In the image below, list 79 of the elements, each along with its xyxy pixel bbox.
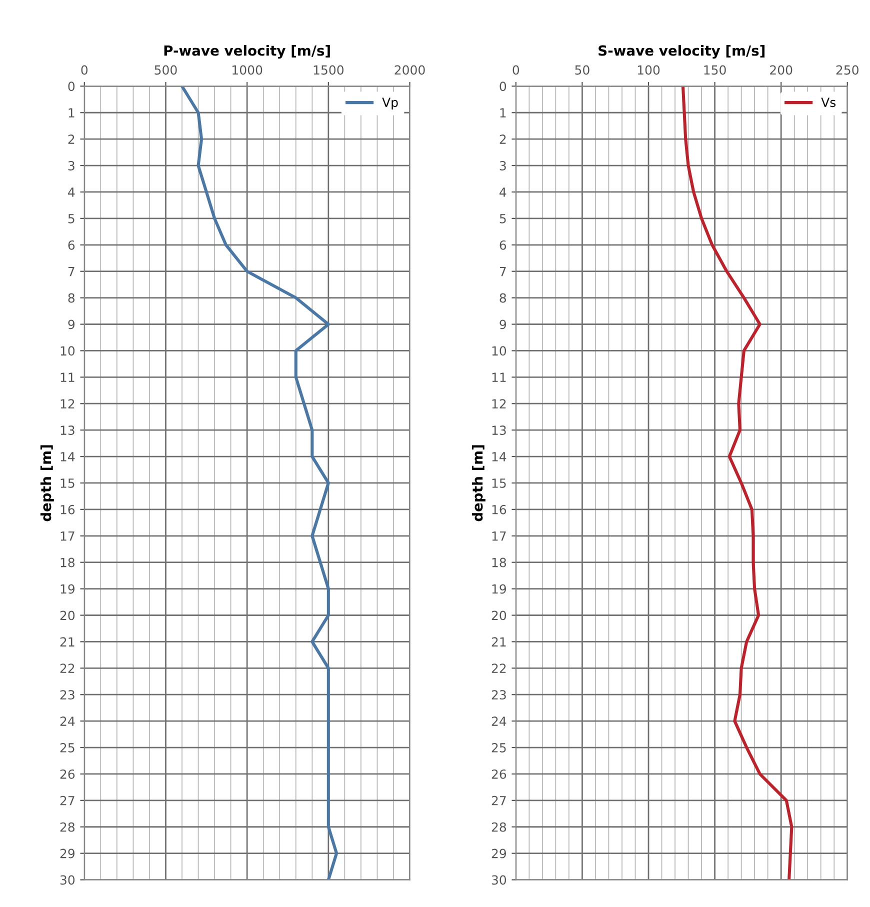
y-tick-label: 26 (492, 769, 506, 779)
y-tick-label: 18 (60, 558, 75, 568)
chart-title: P-wave velocity [m/s] (164, 45, 330, 59)
y-tick-label: 7 (68, 266, 74, 276)
y-tick-label: 4 (500, 188, 506, 197)
y-tick-label: 10 (60, 346, 75, 356)
x-tick-label: 100 (638, 65, 660, 75)
y-tick-label: 9 (68, 320, 74, 330)
y-tick-label: 4 (68, 188, 75, 197)
y-tick-label: 2 (500, 134, 506, 144)
y-tick-label: 2 (68, 134, 74, 144)
y-tick-label: 22 (492, 664, 506, 673)
y-tick-label: 14 (60, 452, 75, 462)
y-tick-label: 7 (500, 266, 506, 276)
x-tick-label: 150 (704, 65, 726, 75)
x-tick-label: 250 (836, 65, 858, 75)
y-tick-label: 25 (492, 742, 506, 752)
y-tick-label: 30 (492, 875, 506, 885)
y-tick-label: 21 (492, 637, 506, 646)
y-tick-label: 15 (492, 478, 506, 488)
y-tick-label: 30 (60, 875, 75, 885)
y-tick-label: 0 (68, 82, 75, 92)
y-tick-label: 16 (60, 504, 75, 514)
y-tick-label: 13 (492, 426, 506, 435)
legend-label: Vs (821, 98, 836, 108)
y-tick-label: 12 (60, 399, 74, 408)
y-tick-label: 13 (60, 426, 74, 435)
y-tick-label: 15 (60, 478, 74, 488)
x-tick-label: 200 (770, 65, 792, 75)
x-tick-label: 2000 (394, 65, 425, 75)
y-tick-label: 22 (60, 664, 74, 673)
x-tick-label: 1000 (232, 65, 262, 75)
y-tick-label: 3 (68, 161, 74, 170)
y-tick-label: 11 (492, 372, 506, 382)
chart-title: S-wave velocity [m/s] (598, 45, 764, 59)
y-tick-label: 21 (60, 637, 74, 646)
y-tick-label: 29 (60, 848, 74, 858)
y-tick-label: 9 (500, 320, 506, 330)
y-tick-label: 24 (492, 716, 506, 726)
y-tick-label: 12 (492, 399, 506, 408)
y-tick-label: 19 (492, 584, 506, 594)
y-tick-label: 6 (68, 240, 75, 250)
y-axis-title: depth [m] (472, 445, 486, 522)
y-tick-label: 17 (60, 532, 74, 541)
y-tick-label: 3 (500, 161, 506, 170)
y-tick-label: 14 (492, 452, 506, 462)
y-tick-label: 10 (492, 346, 506, 356)
y-tick-label: 27 (60, 796, 74, 806)
y-tick-label: 16 (492, 504, 506, 514)
y-tick-label: 17 (492, 532, 506, 541)
y-tick-label: 0 (500, 82, 506, 92)
y-tick-label: 1 (500, 108, 506, 118)
x-tick-label: 500 (154, 65, 177, 75)
y-tick-label: 27 (492, 796, 506, 806)
y-axis-title: depth [m] (40, 445, 54, 522)
y-tick-label: 5 (500, 214, 506, 224)
y-tick-label: 8 (68, 293, 75, 303)
y-tick-label: 26 (60, 769, 75, 779)
y-tick-label: 20 (492, 610, 506, 620)
x-tick-label: 1500 (314, 65, 344, 75)
y-tick-label: 8 (500, 293, 506, 303)
y-tick-label: 28 (492, 822, 506, 832)
y-tick-label: 11 (60, 372, 74, 382)
x-tick-label: 50 (575, 65, 590, 75)
y-tick-label: 23 (60, 690, 74, 700)
y-tick-label: 24 (60, 716, 75, 726)
y-tick-label: 6 (500, 240, 506, 250)
x-tick-label: 0 (81, 65, 88, 75)
legend-label: Vp (382, 98, 398, 110)
x-tick-label: 0 (512, 65, 520, 75)
y-tick-label: 19 (60, 584, 74, 594)
y-tick-label: 20 (60, 610, 75, 620)
y-tick-label: 1 (68, 108, 74, 118)
y-tick-label: 25 (60, 742, 74, 752)
y-tick-label: 29 (492, 848, 506, 858)
y-tick-label: 18 (492, 558, 506, 568)
y-tick-label: 5 (68, 214, 74, 224)
y-tick-label: 23 (492, 690, 506, 700)
y-tick-label: 28 (60, 822, 75, 832)
